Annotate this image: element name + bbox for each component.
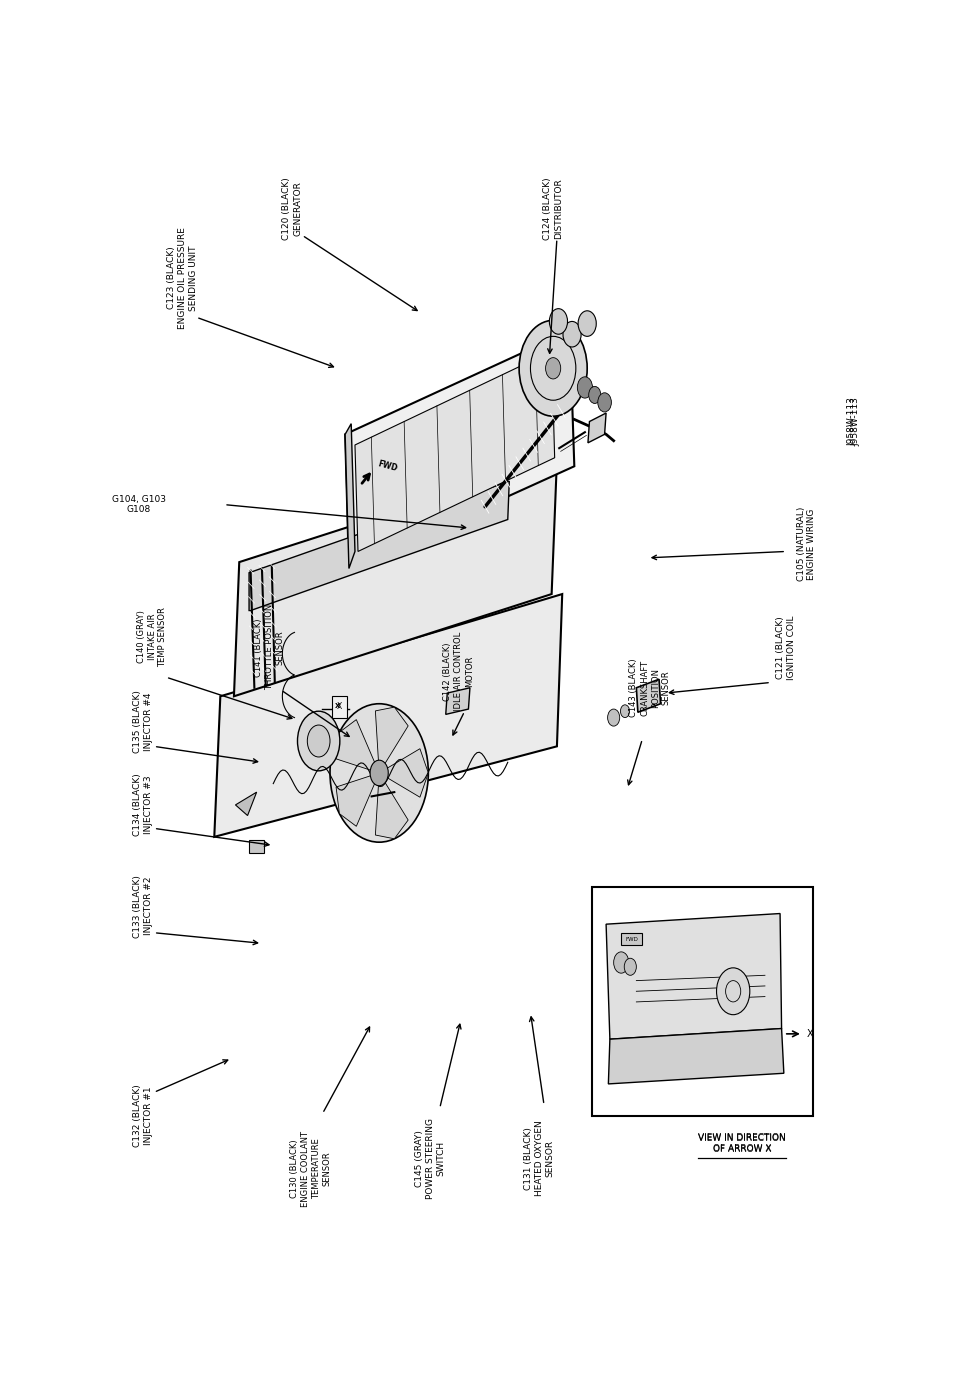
Text: G104, G103
G108: G104, G103 G108 xyxy=(111,495,166,514)
Circle shape xyxy=(716,968,750,1015)
Circle shape xyxy=(549,308,567,335)
Bar xyxy=(332,696,347,718)
Text: C130 (BLACK)
ENGINE COOLANT
TEMPERATURE
SENSOR: C130 (BLACK) ENGINE COOLANT TEMPERATURE … xyxy=(291,1131,332,1207)
Polygon shape xyxy=(235,792,257,816)
Text: C123 (BLACK)
ENGINE OIL PRESSURE
SENDING UNIT: C123 (BLACK) ENGINE OIL PRESSURE SENDING… xyxy=(167,227,198,329)
Polygon shape xyxy=(606,914,782,1039)
Polygon shape xyxy=(215,595,562,837)
Circle shape xyxy=(563,321,581,347)
Polygon shape xyxy=(379,748,428,797)
Circle shape xyxy=(625,958,636,975)
Text: C133 (BLACK)
INJECTOR #2: C133 (BLACK) INJECTOR #2 xyxy=(134,874,153,938)
Circle shape xyxy=(608,709,620,726)
Circle shape xyxy=(330,704,428,842)
Text: VIEW IN DIRECTION
OF ARROW X: VIEW IN DIRECTION OF ARROW X xyxy=(699,1134,786,1153)
Text: J958W-113: J958W-113 xyxy=(851,397,860,445)
Text: X: X xyxy=(335,703,341,709)
Text: C120 (BLACK)
GENERATOR: C120 (BLACK) GENERATOR xyxy=(282,177,302,239)
Polygon shape xyxy=(346,423,355,568)
Circle shape xyxy=(307,725,330,757)
Polygon shape xyxy=(336,773,379,826)
Circle shape xyxy=(370,761,388,786)
Polygon shape xyxy=(336,719,379,773)
Text: C121 (BLACK)
IGNITION COIL: C121 (BLACK) IGNITION COIL xyxy=(776,615,796,679)
Text: C141 (BLACK)
THROTTLE POSITION
SENSOR: C141 (BLACK) THROTTLE POSITION SENSOR xyxy=(254,604,285,690)
Polygon shape xyxy=(346,331,574,568)
Text: C132 (BLACK)
INJECTOR #1: C132 (BLACK) INJECTOR #1 xyxy=(134,1084,153,1148)
Circle shape xyxy=(578,376,592,398)
Circle shape xyxy=(578,311,596,336)
Text: C143 (BLACK)
CRANKSHAFT
POSITION
SENSOR: C143 (BLACK) CRANKSHAFT POSITION SENSOR xyxy=(630,658,671,716)
Text: C131 (BLACK)
HEATED OXYGEN
SENSOR: C131 (BLACK) HEATED OXYGEN SENSOR xyxy=(524,1120,554,1196)
Circle shape xyxy=(597,393,611,412)
Polygon shape xyxy=(446,687,470,715)
Circle shape xyxy=(589,386,601,404)
Circle shape xyxy=(614,952,629,974)
Circle shape xyxy=(546,358,560,379)
Polygon shape xyxy=(588,414,606,443)
Text: FWD: FWD xyxy=(377,459,398,473)
Text: J958W-113: J958W-113 xyxy=(847,397,856,445)
Circle shape xyxy=(298,711,340,770)
Text: C124 (BLACK)
DISTRIBUTOR: C124 (BLACK) DISTRIBUTOR xyxy=(544,177,563,239)
Text: C134 (BLACK)
INJECTOR #3: C134 (BLACK) INJECTOR #3 xyxy=(134,773,153,837)
Text: C142 (BLACK)
IDLE AIR CONTROL
MOTOR: C142 (BLACK) IDLE AIR CONTROL MOTOR xyxy=(443,632,474,711)
Polygon shape xyxy=(355,351,554,552)
Polygon shape xyxy=(376,707,408,773)
Polygon shape xyxy=(249,481,509,611)
Text: C105 (NATURAL)
ENGINE WIRING: C105 (NATURAL) ENGINE WIRING xyxy=(796,506,816,581)
Polygon shape xyxy=(376,773,408,839)
Circle shape xyxy=(519,321,588,416)
Polygon shape xyxy=(636,679,661,712)
Text: VIEW IN DIRECTION
OF ARROW X: VIEW IN DIRECTION OF ARROW X xyxy=(699,1134,786,1153)
Circle shape xyxy=(621,705,630,718)
Text: C145 (GRAY)
POWER STEERING
SWITCH: C145 (GRAY) POWER STEERING SWITCH xyxy=(416,1117,446,1199)
Bar xyxy=(592,887,813,1116)
Bar xyxy=(621,932,642,946)
Bar xyxy=(249,839,264,853)
Text: C135 (BLACK)
INJECTOR #4: C135 (BLACK) INJECTOR #4 xyxy=(134,690,153,754)
Text: C140 (GRAY)
INTAKE AIR
TEMP SENSOR: C140 (GRAY) INTAKE AIR TEMP SENSOR xyxy=(137,607,168,667)
Text: X: X xyxy=(806,1029,813,1039)
Polygon shape xyxy=(234,461,557,696)
Polygon shape xyxy=(608,1029,784,1084)
Text: X: X xyxy=(338,703,343,711)
Text: FWD: FWD xyxy=(626,936,638,942)
